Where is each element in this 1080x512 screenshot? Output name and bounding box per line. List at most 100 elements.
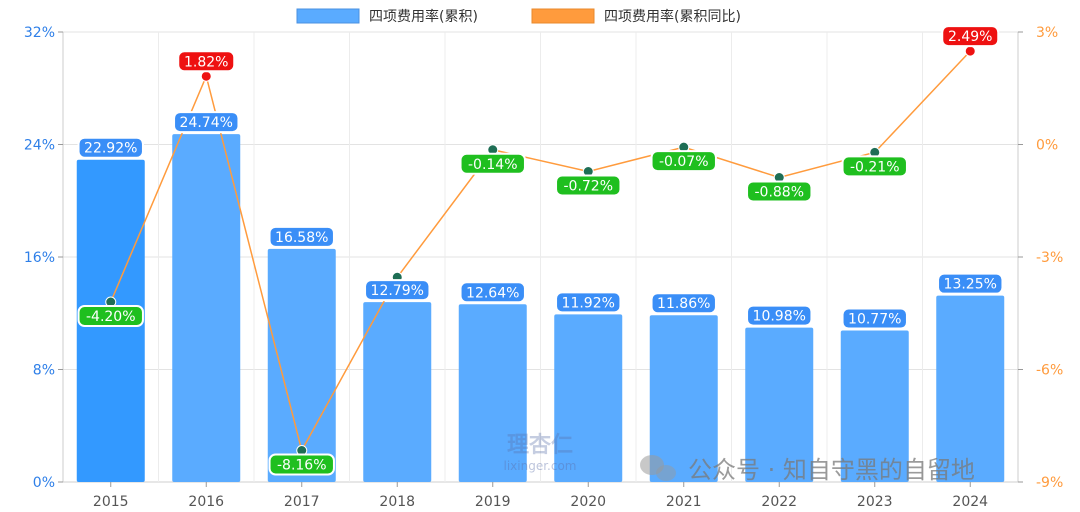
line-label-2020-text: -0.72% xyxy=(563,179,613,195)
logo-url-watermark: lixinger.com xyxy=(504,459,577,473)
bar-label-2020-bg xyxy=(555,291,622,314)
bar-label-2018-text: 12.79% xyxy=(371,283,424,299)
legend-item-2[interactable]: 四项费用率(累积同比) xyxy=(531,8,741,25)
data-label-layer: 22.92% 24.74% 16.58% 12.79% 12.64% 11.92% 11.8… xyxy=(77,25,1004,476)
bar-label-2017-bg xyxy=(268,225,335,248)
line-label-2015-text: -4.20% xyxy=(86,309,136,325)
bar-label-2017: 16.58% xyxy=(268,225,335,248)
bar-label-2024-bg xyxy=(937,272,1004,295)
line-label-2022: -0.88% xyxy=(746,180,813,203)
left-tick-label: 16% xyxy=(24,250,55,266)
bar-label-2021: 11.86% xyxy=(650,292,717,315)
wechat-bubble-large xyxy=(640,455,664,475)
line-point-2016[interactable] xyxy=(200,70,212,82)
bar-label-2015-text: 22.92% xyxy=(84,141,137,157)
bar-label-2024-text: 13.25% xyxy=(944,277,997,293)
bar-label-2016: 24.74% xyxy=(173,111,240,134)
legend-swatch xyxy=(296,8,360,24)
line-label-2016-text: 1.82% xyxy=(184,54,228,70)
line-label-2017: -8.16% xyxy=(268,453,335,476)
line-label-2019-text: -0.14% xyxy=(468,157,518,173)
bar-label-2020-text: 11.92% xyxy=(562,295,615,311)
line-label-2023-bg xyxy=(841,155,908,178)
bar-label-2022-bg xyxy=(746,304,813,327)
line-label-2019: -0.14% xyxy=(459,152,526,175)
right-tick-label: -6% xyxy=(1036,363,1063,379)
bar-label-2022-text: 10.98% xyxy=(753,309,806,325)
line-label-2017-bg xyxy=(268,453,335,476)
x-tick-label-2020: 2020 xyxy=(570,494,606,510)
bar-2018[interactable] xyxy=(363,302,432,482)
bar-label-2017-text: 16.58% xyxy=(275,230,328,246)
bar-2016[interactable] xyxy=(172,134,241,482)
left-tick-label: 24% xyxy=(24,138,55,154)
x-tick-label-2023: 2023 xyxy=(857,494,893,510)
bar-2023[interactable] xyxy=(840,330,909,482)
x-tick-label-2018: 2018 xyxy=(379,494,415,510)
x-tick-label-2016: 2016 xyxy=(188,494,224,510)
bar-label-2019-bg xyxy=(459,281,526,304)
line-label-2017-text: -8.16% xyxy=(277,458,327,474)
axis-layer: 0% 8% 16% 24% 32% -9% -6% -3% 0% 3% 2015 2016 2017 20… xyxy=(24,25,1063,510)
line-label-2021-text: -0.07% xyxy=(659,154,709,170)
line-label-2024: 2.49% xyxy=(941,25,1000,48)
line-label-2015: -4.20% xyxy=(77,305,144,327)
bar-label-2022: 10.98% xyxy=(746,304,813,327)
bar-label-2023-bg xyxy=(841,307,908,330)
line-label-2022-text: -0.88% xyxy=(754,185,804,201)
legend-label: 四项费用率(累积) xyxy=(369,8,478,25)
line-point-2024[interactable] xyxy=(964,45,976,57)
bar-label-2016-text: 24.74% xyxy=(180,115,233,131)
bar-label-2018: 12.79% xyxy=(364,279,431,302)
bar-label-2023: 10.77% xyxy=(841,307,908,330)
bar-label-2019-text: 12.64% xyxy=(466,285,519,301)
bar-label-2020: 11.92% xyxy=(555,291,622,314)
right-tick-label: -9% xyxy=(1036,475,1063,491)
legend[interactable]: 四项费用率(累积) 四项费用率(累积同比) xyxy=(296,8,741,25)
right-tick-label: 0% xyxy=(1036,138,1058,154)
bar-2019[interactable] xyxy=(458,304,527,482)
bar-label-2015-bg xyxy=(77,136,144,159)
line-label-2020: -0.72% xyxy=(555,174,622,197)
line-label-2021: -0.07% xyxy=(650,150,717,173)
bar-label-2024: 13.25% xyxy=(937,272,1004,295)
bar-2022[interactable] xyxy=(745,327,814,482)
bar-label-2015: 22.92% xyxy=(77,136,144,159)
wechat-watermark-text: 公众号 · 知自守黑的自留地 xyxy=(688,456,975,484)
bar-label-2018-bg xyxy=(364,279,431,302)
legend-label: 四项费用率(累积同比) xyxy=(604,8,741,25)
bar-2021[interactable] xyxy=(649,315,718,482)
left-tick-label: 32% xyxy=(24,25,55,41)
line-label-2015-bg xyxy=(77,305,144,327)
bar-series xyxy=(76,134,1005,482)
x-tick-label-2024: 2024 xyxy=(952,494,988,510)
bar-2020[interactable] xyxy=(554,314,623,482)
line-label-2016-bg xyxy=(177,50,236,73)
wechat-icon xyxy=(640,455,676,481)
wechat-bubble-small xyxy=(656,465,676,481)
bar-2024[interactable] xyxy=(936,295,1005,482)
legend-item-1[interactable]: 四项费用率(累积) xyxy=(296,8,478,25)
line-label-2024-bg xyxy=(941,25,1000,48)
bar-2017[interactable] xyxy=(267,248,336,482)
line-series xyxy=(105,45,976,456)
x-tick-label-2022: 2022 xyxy=(761,494,797,510)
line-label-2019-bg xyxy=(459,152,526,175)
right-tick-label: 3% xyxy=(1036,25,1058,41)
x-tick-label-2019: 2019 xyxy=(475,494,511,510)
left-tick-label: 8% xyxy=(33,363,55,379)
line-label-2022-bg xyxy=(746,180,813,203)
line-label-2024-text: 2.49% xyxy=(948,29,992,45)
legend-swatch xyxy=(531,8,595,24)
line-label-2020-bg xyxy=(555,174,622,197)
line-path xyxy=(110,50,971,453)
line-label-2023-text: -0.21% xyxy=(850,159,900,175)
x-tick-label-2015: 2015 xyxy=(93,494,129,510)
right-tick-label: -3% xyxy=(1036,250,1063,266)
x-tick-label-2017: 2017 xyxy=(284,494,320,510)
bar-label-2021-text: 11.86% xyxy=(657,296,710,312)
left-tick-label: 0% xyxy=(33,475,55,491)
